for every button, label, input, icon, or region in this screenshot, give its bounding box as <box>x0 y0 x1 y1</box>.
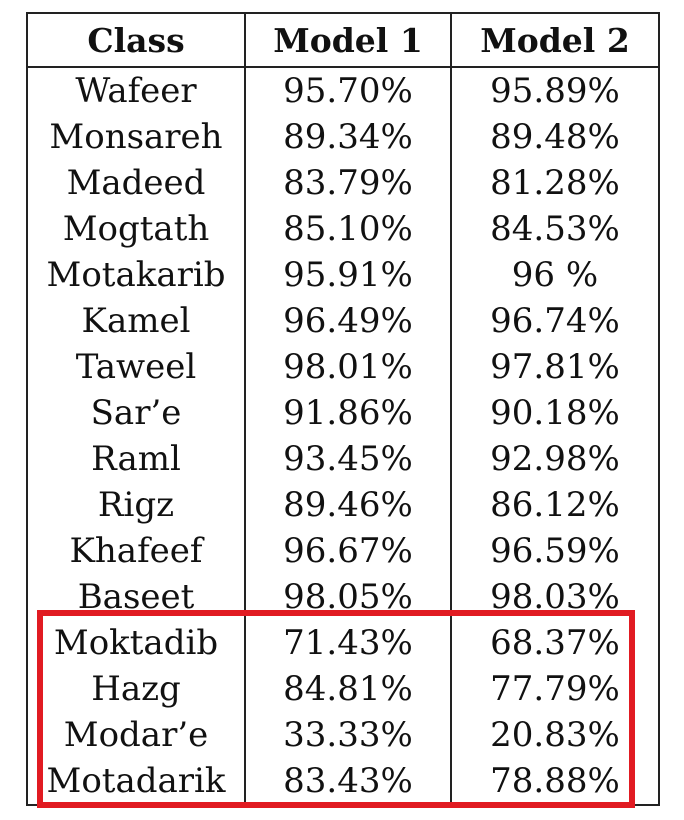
cell-model-2: 78.88% <box>451 758 660 806</box>
cell-model-1: 83.79% <box>245 160 452 206</box>
cell-model-2: 20.83% <box>451 712 660 758</box>
cell-model-2: 92.98% <box>451 436 660 482</box>
cell-model-2: 86.12% <box>451 482 660 528</box>
cell-class: Wafeer <box>26 67 246 114</box>
cell-model-1: 89.34% <box>245 114 452 160</box>
table-row: Kamel 96.49% 96.74% <box>26 298 660 344</box>
cell-class: Hazg <box>26 666 246 712</box>
cell-class: Sar’e <box>26 390 246 436</box>
header-model-2: Model 2 <box>451 12 660 68</box>
cell-model-2: 81.28% <box>451 160 660 206</box>
cell-class: Moktadib <box>26 620 246 666</box>
table-row: Moktadib 71.43% 68.37% <box>26 620 660 666</box>
cell-class: Taweel <box>26 344 246 390</box>
table-row: Raml 93.45% 92.98% <box>26 436 660 482</box>
table-row: Baseet 98.05% 98.03% <box>26 574 660 620</box>
cell-model-1: 96.49% <box>245 298 452 344</box>
cell-class: Madeed <box>26 160 246 206</box>
header-row: Class Model 1 Model 2 <box>26 12 660 68</box>
cell-class: Raml <box>26 436 246 482</box>
table-row: Modar’e 33.33% 20.83% <box>26 712 660 758</box>
table-row: Taweel 98.01% 97.81% <box>26 344 660 390</box>
results-table: Class Model 1 Model 2 Wafeer 95.70% 95.89%… <box>26 12 660 806</box>
table-row: Khafeef 96.67% 96.59% <box>26 528 660 574</box>
table-row: Monsareh 89.34% 89.48% <box>26 114 660 160</box>
cell-model-2: 96.74% <box>451 298 660 344</box>
cell-model-2: 97.81% <box>451 344 660 390</box>
table-row: Rigz 89.46% 86.12% <box>26 482 660 528</box>
cell-model-2: 68.37% <box>451 620 660 666</box>
table-row: Motakarib 95.91% 96 % <box>26 252 660 298</box>
cell-model-1: 96.67% <box>245 528 452 574</box>
table-row: Sar’e 91.86% 90.18% <box>26 390 660 436</box>
table-row: Madeed 83.79% 81.28% <box>26 160 660 206</box>
cell-model-1: 95.91% <box>245 252 452 298</box>
cell-model-2: 96.59% <box>451 528 660 574</box>
cell-model-1: 98.01% <box>245 344 452 390</box>
cell-class: Rigz <box>26 482 246 528</box>
cell-model-1: 71.43% <box>245 620 452 666</box>
cell-class: Khafeef <box>26 528 246 574</box>
cell-model-1: 89.46% <box>245 482 452 528</box>
cell-model-1: 91.86% <box>245 390 452 436</box>
cell-model-2: 84.53% <box>451 206 660 252</box>
cell-model-2: 77.79% <box>451 666 660 712</box>
cell-model-2: 96 % <box>451 252 660 298</box>
header-model-1: Model 1 <box>245 12 452 68</box>
cell-model-2: 95.89% <box>451 67 660 114</box>
cell-model-2: 89.48% <box>451 114 660 160</box>
table-row: Wafeer 95.70% 95.89% <box>26 67 660 114</box>
cell-class: Baseet <box>26 574 246 620</box>
cell-model-1: 98.05% <box>245 574 452 620</box>
cell-model-1: 85.10% <box>245 206 452 252</box>
table-row: Motadarik 83.43% 78.88% <box>26 758 660 806</box>
cell-class: Modar’e <box>26 712 246 758</box>
cell-model-1: 33.33% <box>245 712 452 758</box>
cell-class: Motakarib <box>26 252 246 298</box>
cell-model-1: 83.43% <box>245 758 452 806</box>
header-class: Class <box>26 12 246 68</box>
cell-model-1: 93.45% <box>245 436 452 482</box>
cell-model-2: 90.18% <box>451 390 660 436</box>
cell-model-1: 84.81% <box>245 666 452 712</box>
cell-class: Motadarik <box>26 758 246 806</box>
cell-model-1: 95.70% <box>245 67 452 114</box>
table-body: Wafeer 95.70% 95.89% Monsareh 89.34% 89.48% Ma… <box>26 67 660 806</box>
table-row: Hazg 84.81% 77.79% <box>26 666 660 712</box>
table-row: Mogtath 85.10% 84.53% <box>26 206 660 252</box>
cell-class: Monsareh <box>26 114 246 160</box>
cell-model-2: 98.03% <box>451 574 660 620</box>
cell-class: Mogtath <box>26 206 246 252</box>
cell-class: Kamel <box>26 298 246 344</box>
